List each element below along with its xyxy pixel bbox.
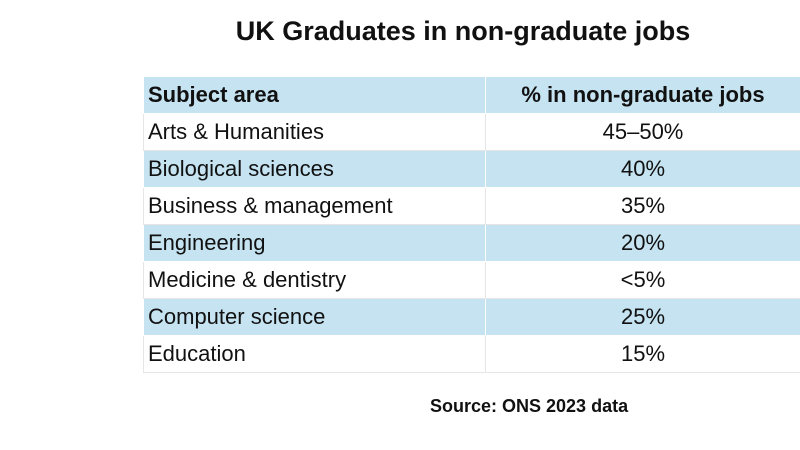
subject-cell: Medicine & dentistry (143, 261, 486, 299)
subject-cell: Computer science (143, 298, 486, 336)
percent-cell: 25% (485, 298, 800, 336)
table-row: Arts & Humanities 45–50% (143, 113, 800, 151)
subject-cell: Education (143, 335, 486, 373)
subject-cell: Arts & Humanities (143, 113, 486, 151)
table-row: Business & management 35% (143, 187, 800, 225)
percent-cell: 45–50% (485, 113, 800, 151)
column-header: % in non-graduate jobs (485, 76, 800, 114)
table-row: Computer science 25% (143, 298, 800, 336)
subject-cell: Biological sciences (143, 150, 486, 188)
percent-cell: 40% (485, 150, 800, 188)
percent-cell: <5% (485, 261, 800, 299)
title: UK Graduates in non-graduate jobs (235, 16, 691, 46)
subject-cell: Business & management (143, 187, 486, 225)
column-header: Subject area (143, 76, 486, 114)
source-note: Source: ONS 2023 data (430, 396, 629, 416)
percent-cell: 15% (485, 335, 800, 373)
data-table: Subject area % in non-graduate jobs Arts… (143, 76, 800, 373)
subject-cell: Engineering (143, 224, 486, 262)
percent-cell: 35% (485, 187, 800, 225)
table-row: Education 15% (143, 335, 800, 373)
table-row: Medicine & dentistry <5% (143, 261, 800, 299)
table-row: Engineering 20% (143, 224, 800, 262)
header-row: Subject area % in non-graduate jobs (143, 76, 800, 114)
percent-cell: 20% (485, 224, 800, 262)
table-row: Biological sciences 40% (143, 150, 800, 188)
